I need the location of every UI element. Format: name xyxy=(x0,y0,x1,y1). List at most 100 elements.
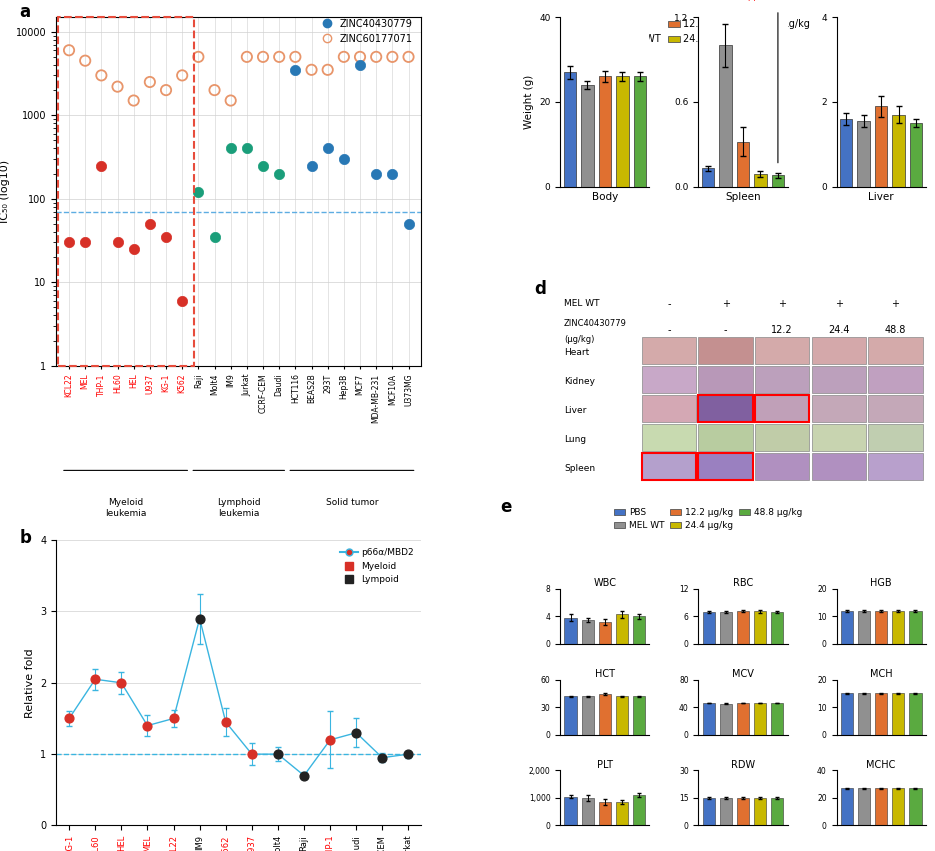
Point xyxy=(62,43,77,57)
Bar xyxy=(755,174,767,187)
Y-axis label: Weight (g): Weight (g) xyxy=(524,75,534,129)
Point xyxy=(142,75,157,89)
Bar xyxy=(565,618,577,644)
Bar xyxy=(771,175,784,187)
Point xyxy=(191,186,206,199)
Point xyxy=(368,50,383,64)
Title: MCV: MCV xyxy=(732,669,754,679)
Text: Heart: Heart xyxy=(564,348,589,357)
Bar xyxy=(616,802,628,825)
Point xyxy=(140,719,155,733)
Bar xyxy=(616,696,628,734)
Text: 12.2: 12.2 xyxy=(771,325,793,335)
Title: HGB: HGB xyxy=(870,578,892,588)
Bar xyxy=(754,798,767,825)
Bar xyxy=(581,85,594,187)
Point xyxy=(337,152,352,166)
Text: +: + xyxy=(778,299,786,309)
Bar xyxy=(754,612,767,644)
Bar xyxy=(771,798,784,825)
Point xyxy=(239,141,254,155)
Point xyxy=(223,141,238,155)
Title: PLT: PLT xyxy=(597,760,612,769)
Point xyxy=(110,80,125,94)
Point xyxy=(368,167,383,180)
FancyBboxPatch shape xyxy=(812,424,866,451)
Text: +: + xyxy=(891,299,899,309)
Bar xyxy=(633,795,645,825)
Point xyxy=(159,83,174,97)
Point xyxy=(166,711,181,725)
Point xyxy=(375,751,390,764)
Text: 48.8: 48.8 xyxy=(885,325,906,335)
FancyBboxPatch shape xyxy=(698,337,753,364)
FancyBboxPatch shape xyxy=(641,424,697,451)
Point xyxy=(323,733,338,746)
Bar xyxy=(616,614,628,644)
Point xyxy=(78,54,93,67)
Title: WBC: WBC xyxy=(594,578,616,588)
FancyBboxPatch shape xyxy=(869,337,923,364)
FancyBboxPatch shape xyxy=(755,366,810,393)
Bar xyxy=(720,612,732,644)
Text: d: d xyxy=(535,280,547,298)
Point xyxy=(88,672,103,686)
Point xyxy=(126,94,141,107)
FancyBboxPatch shape xyxy=(869,424,923,451)
Bar xyxy=(875,106,887,187)
Point xyxy=(193,612,208,625)
Y-axis label: Relative fold: Relative fold xyxy=(24,648,35,717)
X-axis label: Liver: Liver xyxy=(869,192,894,203)
Title: MCHC: MCHC xyxy=(867,760,896,769)
Title: HCT: HCT xyxy=(595,669,615,679)
Bar xyxy=(875,788,887,825)
FancyBboxPatch shape xyxy=(698,424,753,451)
FancyBboxPatch shape xyxy=(755,337,810,364)
Point xyxy=(255,50,270,64)
Text: Kidney: Kidney xyxy=(564,377,595,386)
Point xyxy=(110,236,125,249)
Bar xyxy=(841,694,853,734)
Bar xyxy=(582,696,594,734)
FancyBboxPatch shape xyxy=(812,337,866,364)
Point xyxy=(272,50,287,64)
FancyBboxPatch shape xyxy=(812,366,866,393)
Point xyxy=(175,69,190,83)
Bar xyxy=(841,611,853,644)
Point xyxy=(218,715,233,728)
Legend: PBS, MEL WT, 12.2 μg/kg, 24.4 μg/kg, 48.8 μg/kg: PBS, MEL WT, 12.2 μg/kg, 24.4 μg/kg, 48.… xyxy=(611,505,806,534)
Point xyxy=(244,747,259,761)
Bar xyxy=(564,72,576,187)
FancyBboxPatch shape xyxy=(755,453,810,480)
Point xyxy=(223,94,238,107)
Text: Spleen: Spleen xyxy=(564,464,595,473)
Text: e: e xyxy=(500,498,511,516)
Text: +: + xyxy=(835,299,842,309)
Bar xyxy=(840,119,853,187)
Point xyxy=(62,236,77,249)
Text: -: - xyxy=(668,325,670,335)
Bar xyxy=(875,694,887,734)
Text: 24.4: 24.4 xyxy=(828,325,850,335)
Bar xyxy=(857,788,870,825)
Legend: p66α/MBD2, Myeloid, Lympoid: p66α/MBD2, Myeloid, Lympoid xyxy=(337,545,417,588)
Y-axis label: IC₅₀ (log10): IC₅₀ (log10) xyxy=(0,160,10,223)
Point xyxy=(114,676,129,689)
Bar xyxy=(771,703,784,734)
Text: ZINC40430779: ZINC40430779 xyxy=(564,319,626,328)
Bar xyxy=(633,616,645,644)
X-axis label: Spleen: Spleen xyxy=(726,192,761,203)
Title: MCH: MCH xyxy=(870,669,892,679)
FancyBboxPatch shape xyxy=(812,453,866,480)
Bar xyxy=(702,798,715,825)
Bar xyxy=(737,798,749,825)
Bar xyxy=(909,611,922,644)
Point xyxy=(207,83,222,97)
Point xyxy=(352,50,367,64)
Bar xyxy=(910,123,922,187)
Bar xyxy=(737,611,749,644)
Point xyxy=(296,768,311,782)
Point xyxy=(385,167,400,180)
Bar xyxy=(633,696,645,734)
FancyBboxPatch shape xyxy=(698,395,753,422)
